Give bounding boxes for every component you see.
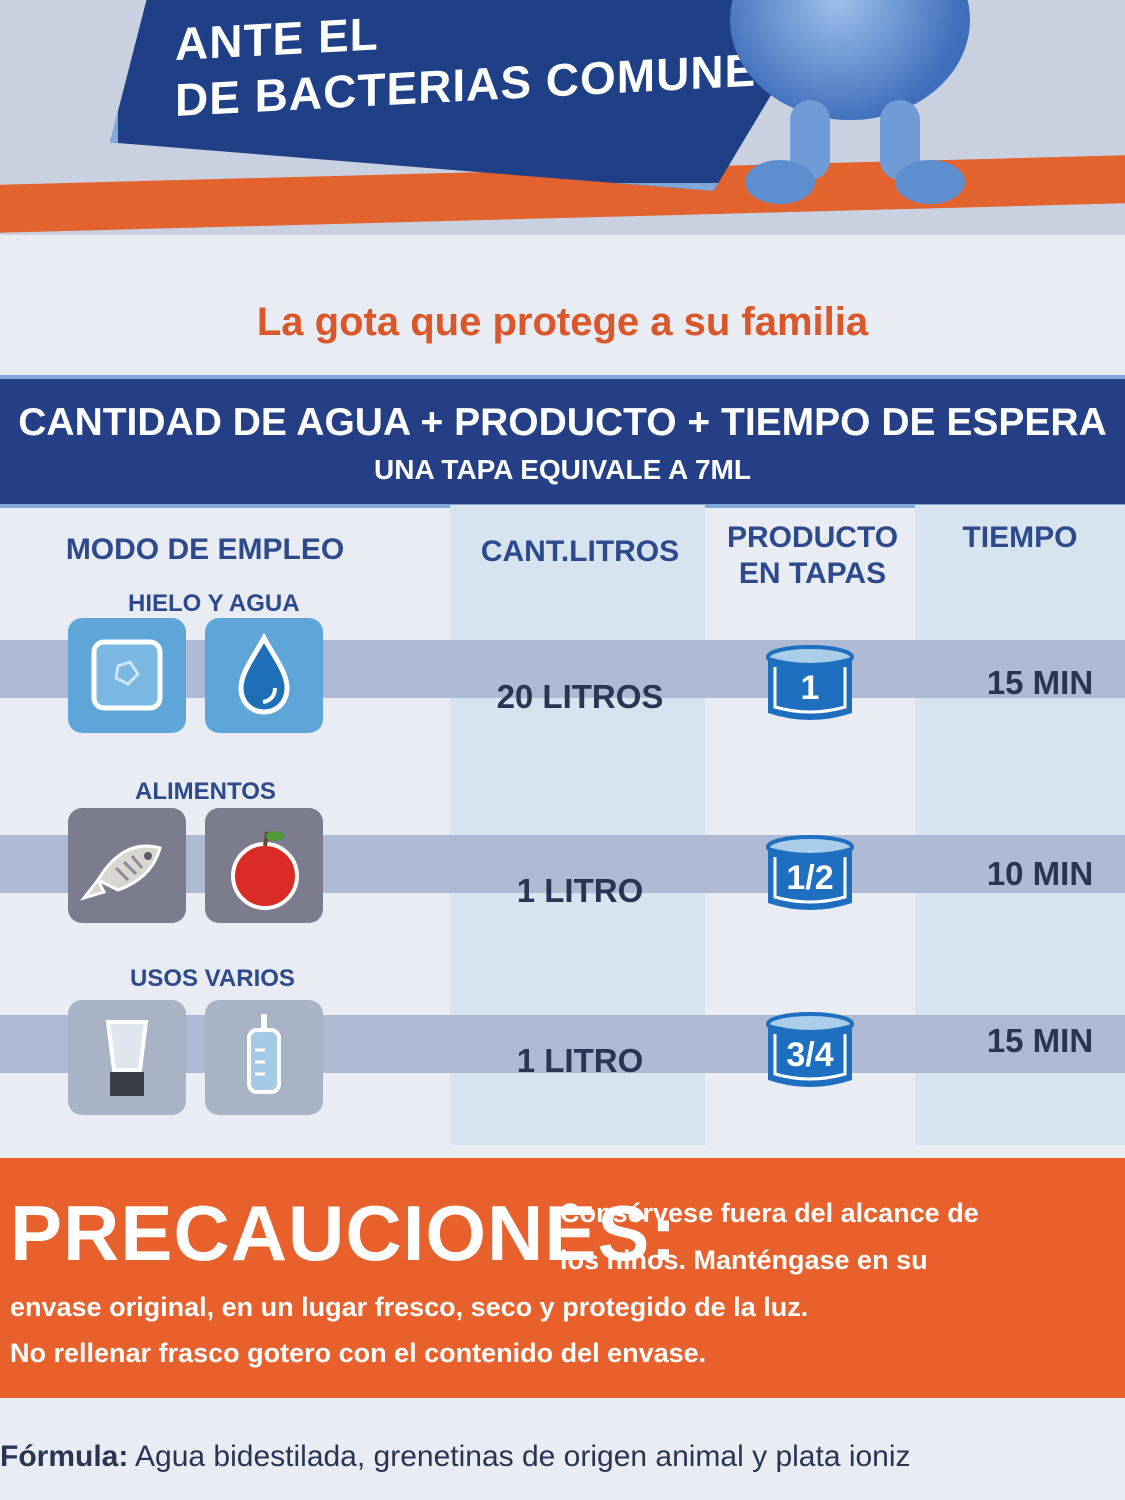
precautions-line4: No rellenar frasco gotero con el conteni… — [10, 1338, 707, 1368]
row1-time: 15 MIN — [986, 664, 1094, 701]
header-time: TIEMPO — [962, 521, 1078, 554]
row3-liters: 1 LITRO — [516, 1042, 644, 1079]
row-stripe-3 — [0, 1015, 1125, 1073]
group-label-ice-water: HIELO Y AGUA — [128, 590, 300, 617]
blender-icon — [68, 1000, 186, 1115]
formula-ingredients: Agua bidestilada, grenetinas de origen a… — [135, 1440, 911, 1473]
group-label-food: ALIMENTOS — [135, 778, 276, 805]
row1-liters: 20 LITROS — [496, 678, 664, 715]
band-subtitle: UNA TAPA EQUIVALE A 7ML — [374, 454, 751, 485]
row-stripe-2 — [0, 835, 1125, 893]
instructions-band: CANTIDAD DE AGUA + PRODUCTO + TIEMPO DE … — [0, 375, 1125, 508]
formula-text: Fórmula: Agua bidestilada, grenetinas de… — [0, 1440, 911, 1474]
row1-caps: 1 — [800, 669, 820, 707]
cap-icon: 1 — [765, 645, 855, 725]
formula-label: Fórmula: — [0, 1440, 129, 1473]
top-banner: ANTE EL DE BACTERIAS COMUNES — [0, 0, 1125, 235]
water-drop-icon — [205, 618, 323, 733]
row2-liters: 1 LITRO — [516, 872, 644, 909]
mascot-foot-left — [745, 160, 815, 204]
precautions-line2: los niños. Manténgase en su — [560, 1245, 928, 1275]
row3-time: 15 MIN — [986, 1022, 1094, 1059]
row2-caps: 1/2 — [786, 859, 834, 897]
precautions-line3: envase original, en un lugar fresco, sec… — [10, 1292, 809, 1322]
cap-icon: 1/2 — [765, 835, 855, 915]
row3-caps: 3/4 — [786, 1036, 834, 1074]
header-product: PRODUCTO EN TAPAS — [726, 521, 899, 590]
precautions-panel — [0, 1158, 1125, 1398]
precautions-title: PRECAUCIONES: — [10, 1189, 678, 1277]
slogan: La gota que protege a su familia — [256, 300, 869, 344]
precautions-line1: Consérvese fuera del alcance de — [560, 1198, 979, 1228]
group-label-various-uses: USOS VARIOS — [130, 965, 295, 992]
fish-icon — [68, 808, 186, 923]
row2-time: 10 MIN — [986, 855, 1094, 892]
apple-icon — [205, 808, 323, 923]
cap-icon: 3/4 — [765, 1012, 855, 1092]
header-liters: CANT.LITROS — [480, 535, 680, 568]
mascot-foot-right — [895, 160, 965, 204]
header-mode: MODO DE EMPLEO — [65, 533, 345, 566]
band-title: CANTIDAD DE AGUA + PRODUCTO + TIEMPO DE … — [18, 401, 1107, 444]
row-stripe-1 — [0, 640, 1125, 698]
baby-bottle-icon — [205, 1000, 323, 1115]
ice-cube-icon — [68, 618, 186, 733]
